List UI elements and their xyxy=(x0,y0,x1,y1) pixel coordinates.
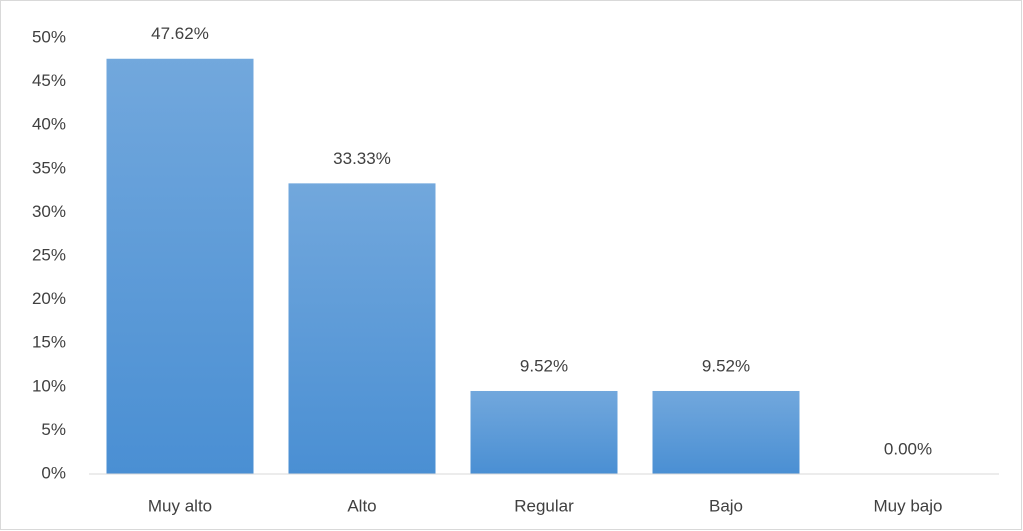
y-tick-label: 50% xyxy=(32,27,66,46)
bar xyxy=(288,183,436,474)
x-tick-label: Muy alto xyxy=(148,496,212,515)
value-label: 33.33% xyxy=(333,149,391,168)
x-tick-label: Bajo xyxy=(709,496,743,515)
value-label: 47.62% xyxy=(151,24,209,43)
value-label: 9.52% xyxy=(520,356,568,375)
y-tick-label: 5% xyxy=(41,420,66,439)
y-tick-label: 45% xyxy=(32,71,66,90)
value-label: 0.00% xyxy=(884,439,932,458)
x-tick-label: Regular xyxy=(514,496,574,515)
y-tick-label: 25% xyxy=(32,245,66,264)
bar xyxy=(652,390,800,474)
y-tick-label: 30% xyxy=(32,202,66,221)
bar xyxy=(106,58,254,474)
bar xyxy=(470,390,618,474)
x-tick-label: Alto xyxy=(347,496,376,515)
y-tick-label: 10% xyxy=(32,376,66,395)
x-tick-label: Muy bajo xyxy=(874,496,943,515)
y-tick-label: 0% xyxy=(41,463,66,482)
y-tick-label: 35% xyxy=(32,158,66,177)
value-label: 9.52% xyxy=(702,356,750,375)
y-tick-label: 40% xyxy=(32,115,66,134)
y-tick-label: 20% xyxy=(32,289,66,308)
y-tick-label: 15% xyxy=(32,333,66,352)
